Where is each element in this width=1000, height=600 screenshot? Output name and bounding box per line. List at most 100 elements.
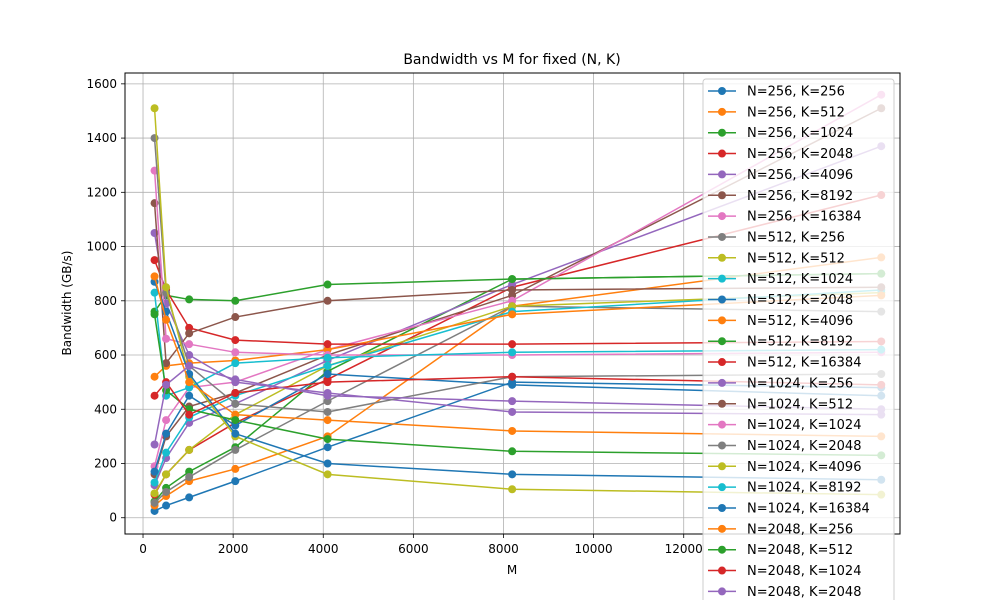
data-point <box>323 435 332 444</box>
legend-marker <box>718 378 726 387</box>
data-point <box>231 464 240 473</box>
legend-entry: N=256, K=1024 <box>708 126 853 141</box>
legend-entry: N=1024, K=256 <box>708 376 853 391</box>
legend-marker <box>718 149 726 158</box>
legend-entry: N=256, K=256 <box>708 85 845 100</box>
legend-entry: N=512, K=512 <box>708 251 845 266</box>
data-point <box>162 429 171 438</box>
legend-label: N=1024, K=16384 <box>747 502 870 517</box>
legend-label: N=1024, K=512 <box>747 397 853 412</box>
legend-entry: N=256, K=4096 <box>708 168 853 183</box>
legend-label: N=2048, K=2048 <box>747 585 861 600</box>
y-tick-label: 200 <box>94 456 117 470</box>
data-point <box>185 378 194 387</box>
data-point <box>150 467 159 476</box>
data-point <box>508 470 517 479</box>
legend: N=256, K=256 N=256, K=512 N=256, K=1024 N=2… <box>702 78 895 600</box>
data-point <box>150 478 159 487</box>
data-point <box>162 380 171 389</box>
legend-label: N=1024, K=2048 <box>747 439 861 454</box>
data-point <box>508 397 517 406</box>
legend-box <box>702 78 895 600</box>
legend-label: N=1024, K=8192 <box>747 481 861 496</box>
legend-marker <box>718 587 726 596</box>
data-point <box>231 375 240 384</box>
legend-entry: N=256, K=8192 <box>708 189 853 204</box>
legend-marker <box>718 441 726 450</box>
data-point <box>323 443 332 452</box>
legend-label: N=512, K=4096 <box>747 314 853 329</box>
legend-entry: N=1024, K=8192 <box>708 481 861 496</box>
legend-marker <box>718 87 726 95</box>
data-point <box>231 429 240 438</box>
legend-marker <box>718 545 726 554</box>
y-tick-label: 400 <box>94 402 117 416</box>
legend-entry: N=512, K=4096 <box>708 314 853 329</box>
legend-entry: N=512, K=256 <box>708 230 845 245</box>
legend-marker <box>718 232 726 241</box>
data-point <box>508 275 517 284</box>
legend-marker <box>718 483 726 492</box>
data-point <box>323 280 332 289</box>
data-point <box>508 285 517 294</box>
data-point <box>323 407 332 416</box>
y-tick-label: 1400 <box>86 131 117 145</box>
data-point <box>323 361 332 370</box>
y-tick-label: 600 <box>94 348 117 362</box>
y-tick-label: 1000 <box>86 240 117 254</box>
legend-marker <box>718 295 726 304</box>
legend-entry: N=256, K=2048 <box>708 147 853 162</box>
series-layer <box>150 90 886 515</box>
data-point <box>150 256 159 265</box>
data-point <box>185 340 194 349</box>
legend-marker <box>718 128 726 137</box>
data-point <box>231 416 240 425</box>
legend-entry: N=1024, K=16384 <box>708 502 870 517</box>
data-point <box>323 378 332 387</box>
legend-marker <box>718 337 726 346</box>
legend-marker <box>718 504 726 512</box>
x-axis-label: M <box>507 563 517 577</box>
legend-marker <box>718 420 726 429</box>
series <box>150 310 886 460</box>
legend-marker <box>718 212 726 221</box>
legend-label: N=1024, K=4096 <box>747 460 861 475</box>
data-point <box>323 391 332 400</box>
data-point <box>185 295 194 304</box>
x-tick-label: 8000 <box>488 542 519 556</box>
data-point <box>508 348 517 357</box>
data-point <box>150 288 159 297</box>
data-point <box>323 296 332 305</box>
data-point <box>323 353 332 362</box>
y-tick-label: 0 <box>109 511 117 525</box>
legend-entry: N=2048, K=512 <box>708 543 853 558</box>
legend-entry: N=1024, K=1024 <box>708 418 861 433</box>
legend-marker <box>718 170 726 179</box>
data-point <box>231 399 240 408</box>
legend-entry: N=256, K=512 <box>708 105 845 120</box>
data-point <box>323 416 332 425</box>
legend-entry: N=512, K=8192 <box>708 335 853 350</box>
legend-label: N=256, K=512 <box>747 105 845 120</box>
data-point <box>185 445 194 454</box>
data-point <box>162 501 171 510</box>
legend-entry: N=2048, K=2048 <box>708 585 861 600</box>
data-point <box>185 351 194 360</box>
legend-label: N=256, K=16384 <box>747 210 861 225</box>
data-point <box>185 493 194 502</box>
data-point <box>508 380 517 389</box>
data-point <box>323 459 332 468</box>
chart-title: Bandwidth vs M for fixed (N, K) <box>403 52 620 68</box>
legend-entry: N=512, K=1024 <box>708 272 853 287</box>
legend-label: N=512, K=256 <box>747 230 845 245</box>
legend-marker <box>718 358 726 367</box>
legend-label: N=256, K=8192 <box>747 189 853 204</box>
legend-marker <box>718 191 726 200</box>
data-point <box>150 391 159 400</box>
data-point <box>231 336 240 345</box>
legend-entry: N=256, K=16384 <box>708 210 861 225</box>
legend-label: N=512, K=2048 <box>747 293 853 308</box>
data-point <box>162 416 171 425</box>
data-point <box>150 440 159 449</box>
